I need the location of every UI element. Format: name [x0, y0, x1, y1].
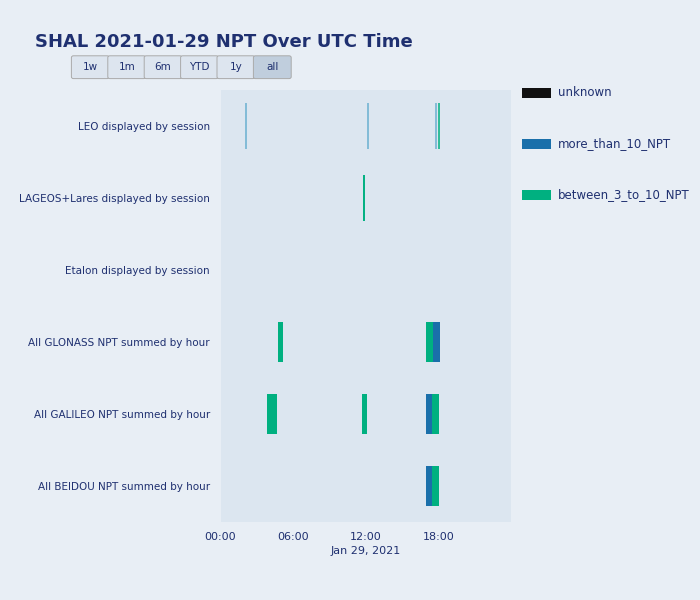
Bar: [433, 394, 439, 434]
Text: all: all: [266, 62, 279, 72]
Bar: [426, 394, 433, 434]
Text: 1m: 1m: [118, 62, 135, 72]
Text: between_3_to_10_NPT: between_3_to_10_NPT: [558, 188, 690, 202]
Bar: [267, 394, 277, 434]
Text: 1w: 1w: [83, 62, 98, 72]
Text: YTD: YTD: [189, 62, 210, 72]
Bar: [433, 322, 440, 362]
Bar: [278, 322, 284, 362]
Text: more_than_10_NPT: more_than_10_NPT: [558, 137, 671, 151]
X-axis label: Jan 29, 2021: Jan 29, 2021: [330, 546, 401, 556]
Text: SHAL 2021-01-29 NPT Over UTC Time: SHAL 2021-01-29 NPT Over UTC Time: [35, 33, 413, 51]
Bar: [361, 394, 367, 434]
Text: unknown: unknown: [558, 86, 612, 100]
Text: 1y: 1y: [230, 62, 242, 72]
Bar: [426, 466, 433, 506]
Bar: [426, 322, 433, 362]
Bar: [433, 466, 439, 506]
Text: 6m: 6m: [155, 62, 172, 72]
